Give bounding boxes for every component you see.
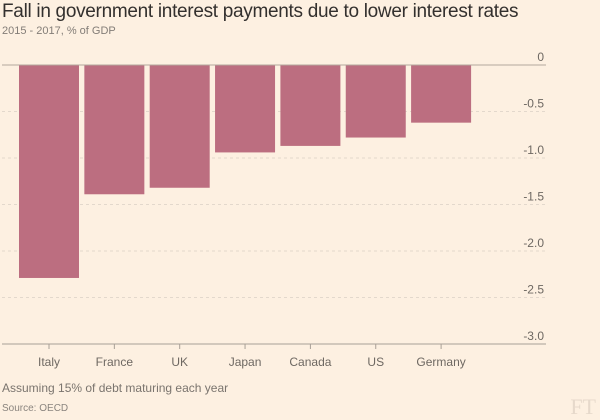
chart-source: Source: OECD xyxy=(2,403,69,414)
y-tick-label: -2.5 xyxy=(523,283,544,297)
chart-note: Assuming 15% of debt maturing each year xyxy=(2,381,229,395)
chart-title: Fall in government interest payments due… xyxy=(2,1,519,22)
y-tick-label: -0.5 xyxy=(523,97,544,111)
bar-us xyxy=(345,65,406,138)
bar-france xyxy=(84,65,145,195)
bar-japan xyxy=(215,65,276,153)
bar-italy xyxy=(19,65,79,278)
y-tick-label: -1.5 xyxy=(523,190,544,204)
bar-canada xyxy=(280,65,341,146)
x-tick-label: Canada xyxy=(289,355,331,369)
x-tick-label: Italy xyxy=(38,355,60,369)
bar-germany xyxy=(411,65,472,123)
bar-uk xyxy=(149,65,210,188)
x-tick-label: Germany xyxy=(416,355,465,369)
x-tick-label: Japan xyxy=(229,355,262,369)
ft-logo: FT xyxy=(570,394,596,419)
y-tick-label: -3.0 xyxy=(523,329,544,343)
x-tick-label: UK xyxy=(171,355,188,369)
y-tick-label: -1.0 xyxy=(523,143,544,157)
x-tick-label: US xyxy=(367,355,384,369)
bar-chart: 0 -0.5 -1.0 -1.5 -2.0 -2.5 -3.0 Italy France UK Ja… xyxy=(2,50,546,369)
y-tick-label: 0 xyxy=(537,50,544,64)
chart-subtitle: 2015 - 2017, % of GDP xyxy=(2,25,116,37)
x-tick-label: France xyxy=(96,355,134,369)
y-tick-label: -2.0 xyxy=(523,236,544,250)
